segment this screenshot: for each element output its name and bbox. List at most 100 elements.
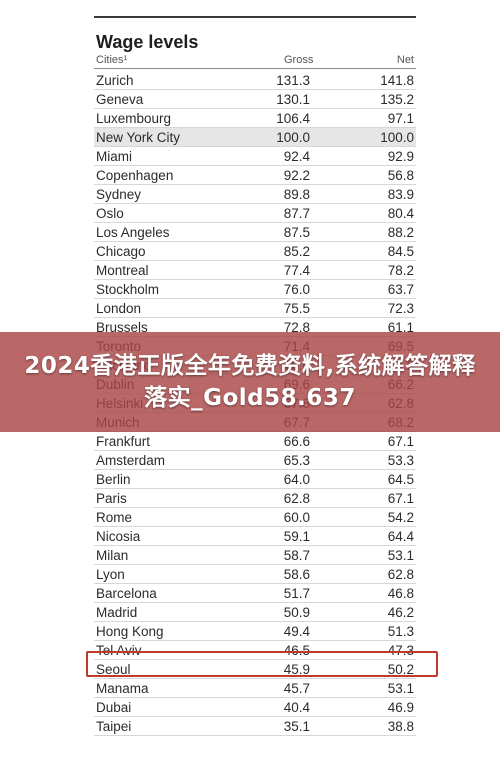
gross-cell: 51.7 [283,586,310,601]
city-cell: Zurich [96,73,134,88]
net-cell: 141.8 [380,73,414,88]
gross-cell: 64.0 [283,472,310,487]
net-cell: 53.3 [387,453,414,468]
city-cell: Madrid [96,605,138,620]
city-cell: Frankfurt [96,434,151,449]
gross-cell: 49.4 [283,624,310,639]
table-row: Manama 45.7 53.1 [94,679,416,698]
city-cell: Dubai [96,700,132,715]
net-cell: 46.2 [387,605,414,620]
header-gross: Gross [284,54,314,66]
city-cell: New York City [96,130,181,145]
net-cell: 100.0 [380,130,414,145]
table-row: Dubai 40.4 46.9 [94,698,416,717]
table-row: Amsterdam 65.3 53.3 [94,451,416,470]
city-cell: Nicosia [96,529,141,544]
city-cell: London [96,301,142,316]
table-row: Nicosia 59.1 64.4 [94,527,416,546]
table-row: Taipei 35.1 38.8 [94,717,416,736]
net-cell: 67.1 [387,491,414,506]
table-header: Cities¹ Gross Net [94,54,416,70]
gross-cell: 72.8 [283,320,310,335]
net-cell: 78.2 [387,263,414,278]
gross-cell: 45.9 [283,662,310,677]
net-cell: 92.9 [387,149,414,164]
city-cell: Miami [96,149,132,164]
table-row: Zurich 131.3 141.8 [94,71,416,90]
table-row: Los Angeles 87.5 88.2 [94,223,416,242]
table-row: Miami 92.4 92.9 [94,147,416,166]
net-cell: 67.1 [387,434,414,449]
gross-cell: 66.6 [283,434,310,449]
net-cell: 46.9 [387,700,414,715]
table-row: Stockholm 76.0 63.7 [94,280,416,299]
net-cell: 88.2 [387,225,414,240]
city-cell: Paris [96,491,127,506]
city-cell: Stockholm [96,282,160,297]
table-row: Lyon 58.6 62.8 [94,565,416,584]
gross-cell: 45.7 [283,681,310,696]
net-cell: 53.1 [387,681,414,696]
gross-cell: 100.0 [276,130,310,145]
gross-cell: 40.4 [283,700,310,715]
gross-cell: 58.7 [283,548,310,563]
gross-cell: 92.2 [283,168,310,183]
table-body: Zurich 131.3 141.8 Geneva 130.1 135.2 Luxembou… [94,71,416,736]
table-row: Oslo 87.7 80.4 [94,204,416,223]
wage-table: Wage levels Cities¹ Gross Net Zurich 131.… [94,10,416,765]
city-cell: Milan [96,548,129,563]
net-cell: 64.5 [387,472,414,487]
table-row: Hong Kong 49.4 51.3 [94,622,416,641]
city-cell: Montreal [96,263,149,278]
gross-cell: 58.6 [283,567,310,582]
city-cell: Luxembourg [96,111,172,126]
banner-title: 2024香港正版全年免费资料,系统解答解释落实_Gold58.637 [24,353,476,411]
net-cell: 53.1 [387,548,414,563]
table-row: Berlin 64.0 64.5 [94,470,416,489]
city-cell: Los Angeles [96,225,170,240]
hong-kong-highlight-box [86,651,438,677]
table-row: Barcelona 51.7 46.8 [94,584,416,603]
net-cell: 72.3 [387,301,414,316]
net-cell: 50.2 [387,662,414,677]
table-row: Chicago 85.2 84.5 [94,242,416,261]
city-cell: Seoul [96,662,131,677]
gross-cell: 46.5 [283,643,310,658]
gross-cell: 106.4 [276,111,310,126]
table-row: Copenhagen 92.2 56.8 [94,166,416,185]
table-row: Paris 62.8 67.1 [94,489,416,508]
city-cell: Hong Kong [96,624,164,639]
top-rule [94,16,416,18]
gross-cell: 87.7 [283,206,310,221]
header-net: Net [396,54,414,66]
city-cell: Rome [96,510,133,525]
net-cell: 135.2 [380,92,414,107]
city-cell: Amsterdam [96,453,166,468]
gross-cell: 60.0 [283,510,310,525]
city-cell: Chicago [96,244,146,259]
net-cell: 62.8 [387,567,414,582]
table-row: Tel Aviv 46.5 47.3 [94,641,416,660]
header-rule [94,68,416,69]
table-row: Luxembourg 106.4 97.1 [94,109,416,128]
gross-cell: 50.9 [283,605,310,620]
gross-cell: 59.1 [283,529,310,544]
city-cell: Tel Aviv [96,643,142,658]
gross-cell: 62.8 [283,491,310,506]
table-row: Milan 58.7 53.1 [94,546,416,565]
gross-cell: 92.4 [283,149,310,164]
net-cell: 51.3 [387,624,414,639]
net-cell: 38.8 [387,719,414,734]
gross-cell: 131.3 [276,73,310,88]
gross-cell: 85.2 [283,244,310,259]
gross-cell: 35.1 [283,719,310,734]
gross-cell: 76.0 [283,282,310,297]
gross-cell: 87.5 [283,225,310,240]
city-cell: Lyon [96,567,125,582]
gross-cell: 65.3 [283,453,310,468]
city-cell: Manama [96,681,149,696]
net-cell: 61.1 [387,320,414,335]
table-row: Madrid 50.9 46.2 [94,603,416,622]
header-cities: Cities¹ [96,54,128,66]
net-cell: 84.5 [387,244,414,259]
